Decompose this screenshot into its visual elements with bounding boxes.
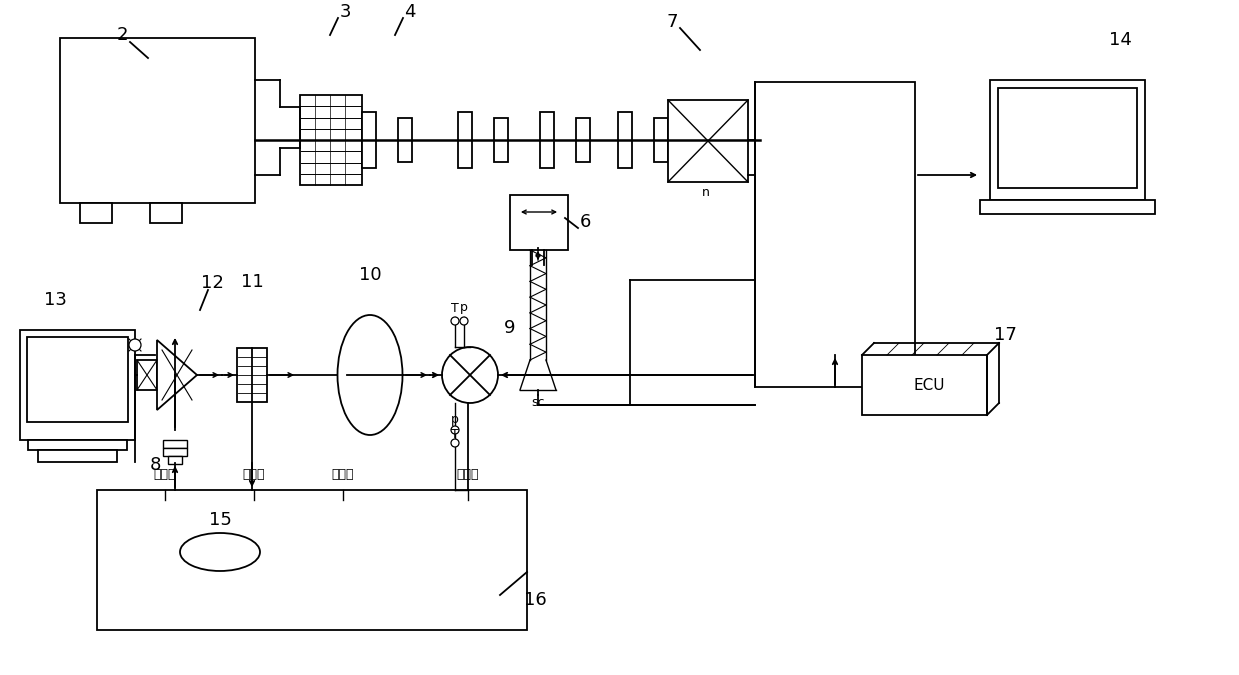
- Text: 6: 6: [580, 213, 591, 231]
- Bar: [27, 337, 128, 422]
- Text: p: p: [451, 414, 458, 427]
- Bar: [38, 450, 116, 462]
- Ellipse shape: [337, 315, 403, 435]
- Bar: [576, 118, 590, 162]
- Text: 8: 8: [150, 456, 161, 474]
- Text: n: n: [703, 186, 710, 198]
- Polygon shape: [157, 340, 197, 410]
- Ellipse shape: [180, 533, 260, 571]
- Text: T: T: [451, 429, 458, 441]
- Bar: [540, 112, 554, 168]
- Text: 14: 14: [1109, 31, 1131, 49]
- Text: p: p: [460, 302, 468, 315]
- Bar: [654, 118, 668, 162]
- Text: 17: 17: [994, 326, 1016, 344]
- Text: 10: 10: [358, 266, 382, 284]
- Bar: [28, 440, 128, 450]
- Text: 16: 16: [524, 591, 546, 609]
- Text: 9: 9: [504, 319, 515, 337]
- Bar: [668, 100, 748, 182]
- Bar: [169, 456, 182, 464]
- Text: 回油口: 回油口: [243, 468, 265, 481]
- Text: sc: sc: [532, 396, 545, 408]
- Bar: [138, 360, 157, 390]
- Text: 15: 15: [208, 511, 232, 529]
- Bar: [150, 203, 182, 223]
- Bar: [990, 80, 1145, 200]
- Text: 13: 13: [43, 291, 67, 309]
- Bar: [164, 440, 187, 448]
- Circle shape: [442, 347, 498, 403]
- Text: 7: 7: [667, 13, 678, 31]
- Text: 12: 12: [201, 274, 223, 292]
- Bar: [997, 88, 1137, 188]
- Text: 3: 3: [339, 3, 351, 21]
- Bar: [510, 195, 567, 250]
- Text: T: T: [451, 302, 458, 315]
- Text: ECU: ECU: [913, 377, 945, 392]
- Bar: [97, 490, 527, 630]
- Bar: [862, 355, 987, 415]
- Bar: [618, 112, 632, 168]
- Circle shape: [129, 339, 141, 351]
- Bar: [300, 95, 362, 185]
- Bar: [362, 112, 375, 168]
- Bar: [458, 112, 472, 168]
- Circle shape: [460, 317, 468, 325]
- Bar: [59, 38, 255, 203]
- Circle shape: [451, 426, 458, 434]
- Text: 4: 4: [404, 3, 416, 21]
- Circle shape: [451, 317, 458, 325]
- Bar: [755, 82, 914, 387]
- Circle shape: [451, 439, 458, 447]
- Text: 回油口: 回油口: [457, 468, 479, 481]
- Bar: [20, 330, 135, 440]
- Bar: [398, 118, 413, 162]
- Text: 2: 2: [116, 26, 128, 44]
- Bar: [164, 448, 187, 456]
- Bar: [237, 348, 266, 402]
- Bar: [81, 203, 112, 223]
- Bar: [494, 118, 508, 162]
- Text: 出油口: 出油口: [154, 468, 176, 481]
- Text: 11: 11: [240, 273, 264, 291]
- Bar: [980, 200, 1155, 214]
- Text: 通气孔: 通气孔: [332, 468, 354, 481]
